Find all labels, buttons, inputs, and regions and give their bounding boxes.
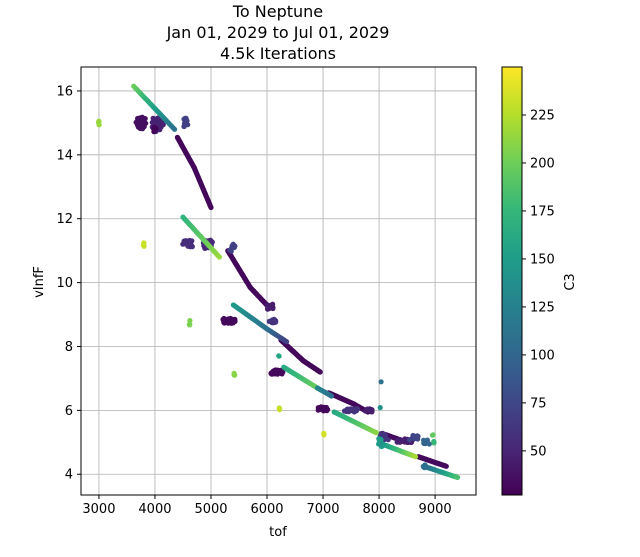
x-tick-label: 8000 (363, 502, 396, 517)
scatter-point (368, 407, 374, 413)
colorbar-tick-label: 200 (530, 156, 555, 171)
scatter-point (377, 405, 383, 411)
scatter-point (231, 244, 237, 251)
scatter-point (208, 204, 214, 211)
scatter-point (151, 116, 157, 122)
scatter-point (355, 406, 361, 412)
y-tick-label: 16 (56, 84, 73, 99)
scatter-point (443, 463, 449, 469)
y-tick-label: 8 (65, 340, 73, 355)
colorbar-tick-label: 225 (530, 108, 555, 123)
scatter-point (429, 432, 436, 438)
scatter-point (220, 317, 226, 323)
scatter-points (95, 83, 461, 480)
scatter-point (382, 433, 389, 439)
chart-title-line-3: 4.5k Iterations (220, 44, 336, 63)
scatter-point (141, 240, 147, 246)
scatter-point (394, 439, 400, 445)
scatter-point (155, 117, 161, 123)
scatter-point (423, 464, 429, 470)
scatter-point (172, 126, 178, 132)
x-tick-label: 7000 (306, 502, 339, 517)
scatter-point (344, 407, 350, 413)
scatter-point (273, 319, 279, 325)
scatter-point (280, 369, 286, 375)
scatter-point (316, 405, 322, 411)
scatter-point (226, 316, 232, 322)
y-axis-label: vInfF (32, 266, 47, 298)
scatter-point (269, 318, 275, 324)
scatter-point (373, 430, 379, 436)
colorbar-tick-label: 175 (530, 204, 555, 219)
y-tick-label: 6 (65, 404, 73, 419)
scatter-point (230, 320, 236, 326)
scatter-point (133, 119, 139, 125)
plot-frame (80, 66, 477, 496)
x-tick-label: 9000 (419, 502, 452, 517)
scatter-point (431, 440, 437, 446)
scatter-point (273, 369, 279, 375)
scatter-point (186, 321, 192, 328)
colorbar: 50 75 100 125 150 175 200 225 (501, 66, 555, 496)
chart-title-line-1: To Neptune (232, 2, 323, 21)
scatter-point (328, 393, 334, 399)
scatter-point (185, 243, 191, 249)
scatter-point (151, 129, 157, 135)
colorbar-tick-label: 50 (530, 444, 547, 459)
x-tick-label: 3000 (82, 502, 115, 517)
scatter-point (216, 254, 222, 260)
scatter-point (421, 440, 427, 446)
scatter-point (183, 115, 189, 121)
x-axis-label: tof (269, 525, 287, 540)
y-tick-label: 12 (56, 212, 73, 227)
scatter-point (412, 454, 419, 460)
x-tick-label: 5000 (194, 502, 227, 517)
scatter-point (407, 437, 413, 443)
plot-axes: 3000 4000 5000 6000 7000 8000 9000 4 6 8 10 12 14 16 (56, 66, 477, 517)
y-tick-label: 10 (56, 276, 73, 291)
colorbar-gradient (501, 66, 523, 496)
scatter-point (140, 122, 146, 128)
colorbar-tick-label: 150 (530, 252, 555, 267)
colorbar-label: C3 (563, 273, 578, 290)
scatter-point (96, 122, 102, 128)
scatter-point (321, 406, 327, 412)
scatter-point (348, 407, 354, 413)
colorbar-tick-label: 100 (530, 348, 555, 363)
scatter-point (317, 369, 323, 375)
x-tick-label: 6000 (250, 502, 283, 517)
scatter-point (412, 433, 418, 439)
scatter-point (454, 474, 461, 480)
scatter-point (364, 406, 370, 412)
y-tick-label: 14 (56, 148, 73, 163)
scatter-point (284, 339, 290, 345)
scatter-point (276, 407, 283, 413)
colorbar-tick-label: 125 (530, 300, 555, 315)
y-tick-label: 4 (65, 468, 73, 483)
scatter-point (231, 370, 237, 376)
scatter-point (181, 122, 188, 128)
scatter-point (268, 304, 274, 310)
scatter-point (228, 248, 234, 254)
grid-lines (81, 67, 476, 495)
x-tick-label: 4000 (138, 502, 171, 517)
scatter-point (378, 379, 384, 385)
scatter-point (321, 430, 327, 436)
scatter-point (187, 318, 193, 324)
scatter-point (402, 436, 408, 442)
scatter-point (276, 353, 282, 359)
colorbar-tick-label: 75 (530, 396, 547, 411)
chart-title-line-2: Jan 01, 2029 to Jul 01, 2029 (166, 23, 390, 42)
